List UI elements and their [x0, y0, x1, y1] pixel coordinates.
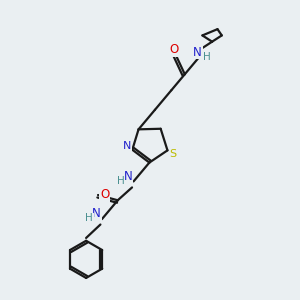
- Text: S: S: [169, 149, 176, 159]
- Text: H: H: [85, 213, 93, 223]
- Text: O: O: [100, 188, 109, 202]
- Text: O: O: [170, 43, 179, 56]
- Text: N: N: [124, 169, 133, 182]
- Text: N: N: [193, 46, 202, 59]
- Text: H: H: [117, 176, 125, 185]
- Text: H: H: [203, 52, 211, 62]
- Text: N: N: [92, 207, 101, 220]
- Text: N: N: [123, 141, 131, 151]
